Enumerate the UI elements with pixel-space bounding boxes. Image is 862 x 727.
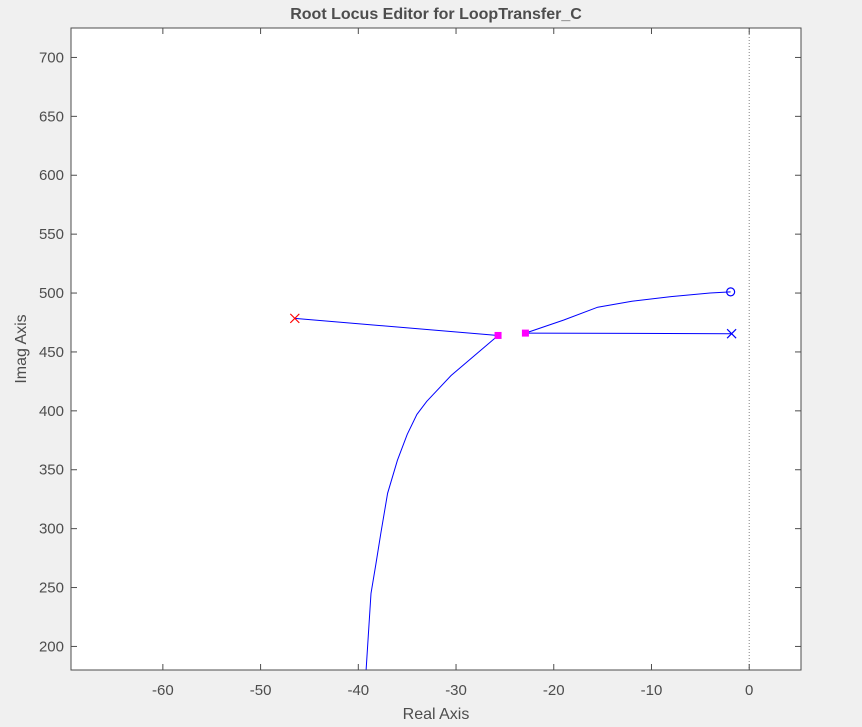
locus-branch-1[interactable] [294, 317, 499, 336]
marker-layer [289, 287, 737, 339]
zero-marker[interactable] [726, 287, 736, 297]
x-tick-label: -30 [445, 682, 467, 699]
y-tick-label: 600 [39, 167, 64, 184]
x-tick-label: -10 [641, 682, 663, 699]
y-tick-label: 200 [39, 638, 64, 655]
y-axis-label: Imag Axis [13, 314, 30, 383]
x-tick-label: 0 [745, 682, 753, 699]
locus-branch-4[interactable] [525, 332, 732, 335]
chart-title: Root Locus Editor for LoopTransfer_C [290, 6, 582, 23]
x-ticks: -60 -50 -40 -30 -20 -10 0 [152, 28, 753, 699]
open-loop-pole-red-marker[interactable] [289, 313, 300, 324]
x-tick-label: -60 [152, 682, 174, 699]
x-tick-label: -40 [347, 682, 369, 699]
y-tick-label: 700 [39, 49, 64, 66]
y-tick-label: 550 [39, 226, 64, 243]
x-axis-label: Real Axis [403, 706, 470, 723]
closed-loop-pole-2-marker[interactable] [521, 329, 529, 337]
locus-branch-2[interactable] [365, 335, 499, 671]
y-tick-label: 350 [39, 462, 64, 479]
locus-branch-3[interactable] [525, 291, 731, 334]
plot-frame [70, 27, 802, 671]
x-tick-label: -50 [250, 682, 272, 699]
y-tick-label: 300 [39, 521, 64, 538]
y-tick-label: 250 [39, 580, 64, 597]
plot-area[interactable] [71, 28, 801, 670]
x-tick-label: -20 [543, 682, 565, 699]
closed-loop-pole-1-marker[interactable] [494, 331, 502, 339]
y-tick-label: 500 [39, 285, 64, 302]
series-layer [294, 291, 732, 671]
y-tick-label: 650 [39, 108, 64, 125]
open-loop-pole-blue-marker[interactable] [726, 328, 737, 339]
y-tick-label: 400 [39, 403, 64, 420]
y-ticks: 200 250 300 350 400 450 500 550 600 650 700 [39, 49, 801, 655]
y-tick-label: 450 [39, 344, 64, 361]
